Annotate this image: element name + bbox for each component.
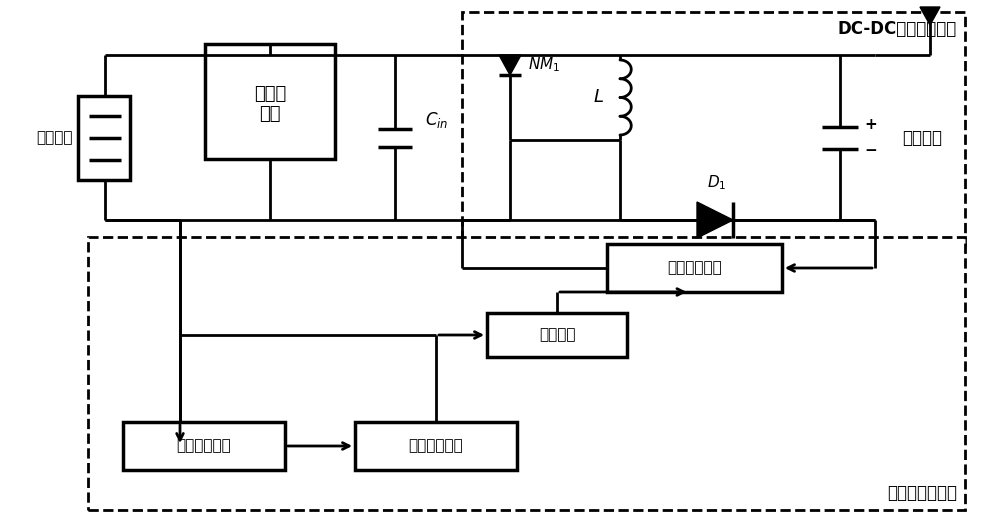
Bar xyxy=(607,244,782,292)
Text: 冲击周期探测: 冲击周期探测 xyxy=(177,438,231,454)
Text: +: + xyxy=(864,117,877,132)
Text: −: − xyxy=(864,143,877,158)
Bar xyxy=(123,422,285,470)
Bar xyxy=(205,44,335,159)
Text: 开关信号控制器: 开关信号控制器 xyxy=(887,484,957,502)
Bar xyxy=(462,12,965,245)
Text: 压电材料: 压电材料 xyxy=(36,130,73,145)
Text: 储能器件: 储能器件 xyxy=(902,129,942,147)
Text: $L$: $L$ xyxy=(593,89,603,106)
Polygon shape xyxy=(697,202,733,238)
Bar xyxy=(355,422,517,470)
Text: $C_{in}$: $C_{in}$ xyxy=(425,110,448,130)
Text: 流器: 流器 xyxy=(259,104,281,122)
Text: $NM_1$: $NM_1$ xyxy=(528,56,560,74)
Bar xyxy=(88,237,965,510)
Polygon shape xyxy=(499,55,521,75)
Text: 开关信号变换: 开关信号变换 xyxy=(409,438,463,454)
Text: DC-DC变换器功率级: DC-DC变换器功率级 xyxy=(838,20,957,38)
Polygon shape xyxy=(920,7,940,25)
Text: 唤醒模块: 唤醒模块 xyxy=(539,327,575,343)
Text: 全桥整: 全桥整 xyxy=(254,84,286,102)
Text: 开关信号产生: 开关信号产生 xyxy=(667,260,722,276)
Text: $D_1$: $D_1$ xyxy=(707,173,726,192)
Bar xyxy=(487,313,627,357)
Bar xyxy=(78,95,130,180)
